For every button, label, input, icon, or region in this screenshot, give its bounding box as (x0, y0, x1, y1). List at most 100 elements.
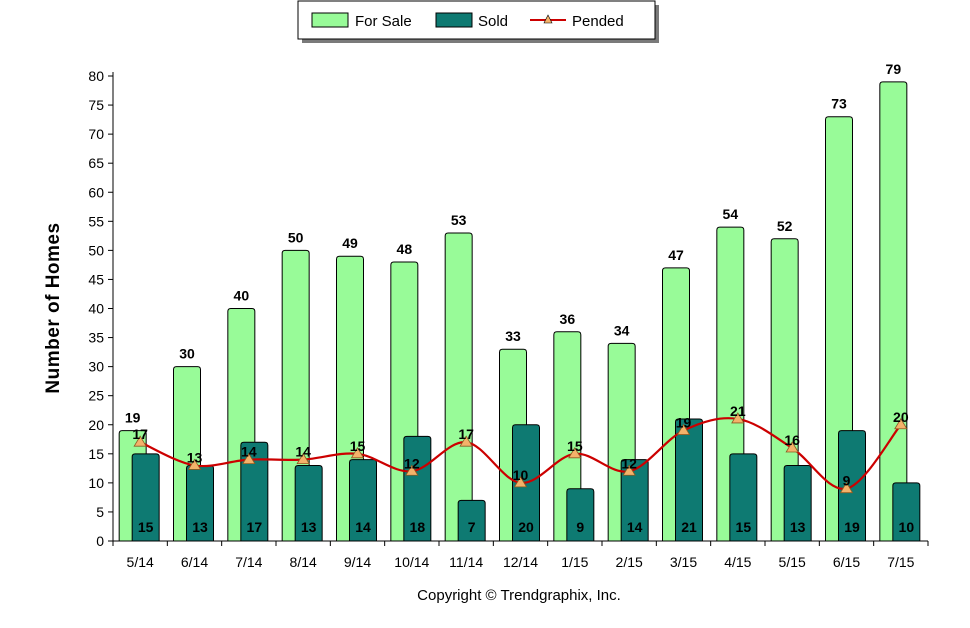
for-sale-value-label: 73 (831, 96, 847, 112)
y-tick-label: 65 (88, 155, 104, 171)
sold-bar (620, 459, 649, 542)
for-sale-value-label: 52 (777, 218, 793, 234)
y-tick-label: 80 (88, 68, 104, 84)
legend-label-pended: Pended (572, 13, 624, 30)
sold-value-label: 7 (468, 519, 476, 535)
for-sale-value-label: 54 (723, 206, 739, 222)
pended-marker (676, 423, 691, 435)
sold-value-label: 15 (138, 519, 154, 535)
sold-bar (729, 453, 758, 542)
pended-line (139, 417, 902, 490)
sold-value-label: 15 (736, 519, 752, 535)
y-tick-label: 55 (88, 213, 104, 229)
y-tick-label: 75 (88, 97, 104, 113)
legend-label-sold: Sold (478, 13, 508, 30)
for-sale-value-label: 40 (234, 288, 250, 304)
x-tick-label: 7/15 (887, 554, 914, 570)
x-tick-label: 7/14 (235, 554, 262, 570)
y-tick-label: 5 (96, 504, 104, 520)
for-sale-value-label: 79 (886, 61, 902, 77)
x-tick-label: 12/14 (503, 554, 538, 570)
sold-value-label: 17 (247, 519, 263, 535)
x-tick-label: 10/14 (394, 554, 429, 570)
pended-marker (839, 481, 854, 494)
pended-value-label: 17 (458, 426, 474, 442)
for-sale-value-label: 19 (125, 410, 141, 426)
copyright-text: Copyright © Trendgraphix, Inc. (417, 587, 621, 604)
for-sale-value-label: 36 (560, 311, 576, 327)
legend-box (297, 0, 656, 40)
pended-value-label: 16 (784, 432, 800, 448)
pended-value-label: 21 (730, 403, 746, 419)
pended-marker (785, 441, 799, 453)
pended-value-label: 15 (350, 438, 366, 454)
y-axis-label: Number of Homes (43, 222, 64, 393)
for-sale-value-label: 30 (179, 346, 195, 362)
y-tick-label: 25 (88, 388, 104, 404)
y-tick-label: 15 (88, 446, 104, 462)
x-tick-label: 6/14 (181, 554, 208, 570)
x-tick-label: 4/15 (724, 554, 751, 570)
y-axis: 0 5 10 15 20 25 30 35 40 45 50 55 60 65 70 75 80 (88, 68, 113, 549)
pended-marker (622, 464, 636, 476)
sold-value-label: 20 (518, 519, 534, 535)
x-tick-label: 8/14 (290, 554, 317, 570)
sold-value-label: 13 (192, 519, 208, 535)
x-tick-label: 3/15 (670, 554, 697, 570)
pended-value-label: 12 (404, 455, 420, 471)
sold-bar (403, 435, 432, 542)
pended-marker (187, 458, 202, 470)
legend-swatch-for-sale (311, 12, 349, 28)
for-sale-value-label: 34 (614, 322, 630, 338)
sold-bar (131, 453, 160, 542)
x-tick-label: 6/15 (833, 554, 860, 570)
pended-marker (133, 435, 147, 447)
sold-value-label: 21 (681, 519, 697, 535)
pended-value-label: 15 (567, 438, 583, 454)
pended-value-label: 14 (295, 444, 311, 460)
sold-bar (675, 418, 703, 542)
sold-value-label: 13 (301, 519, 317, 535)
pended-value-label: 19 (676, 415, 692, 431)
y-tick-label: 30 (88, 359, 104, 375)
sold-bar (240, 441, 269, 542)
for-sale-value-label: 53 (451, 212, 467, 228)
data-labels: 19 15 17 30 13 13 40 17 14 50 13 14 49 14 15 48 18 12 53 7 1… (125, 61, 914, 535)
pended-line-series (133, 412, 908, 494)
pended-marker (513, 476, 528, 488)
pended-marker (350, 447, 365, 459)
y-tick-label: 60 (88, 184, 104, 200)
pended-value-label: 13 (187, 449, 203, 465)
for-sale-value-label: 49 (342, 235, 358, 251)
x-tick-label: 5/14 (127, 554, 154, 570)
y-tick-label: 70 (88, 126, 104, 142)
y-tick-label: 10 (88, 475, 104, 491)
sold-value-label: 9 (576, 519, 584, 535)
pended-value-label: 12 (621, 455, 637, 471)
sold-bar (457, 499, 486, 542)
pended-marker (296, 452, 310, 465)
y-tick-label: 35 (88, 330, 104, 346)
sold-value-label: 13 (790, 519, 806, 535)
sold-value-label: 19 (844, 519, 860, 535)
x-tick-label: 1/15 (561, 554, 588, 570)
sold-bar (783, 464, 812, 542)
for-sale-value-label: 47 (668, 247, 684, 263)
for-sale-bar (444, 232, 473, 542)
axes (112, 72, 928, 542)
pended-marker (405, 464, 419, 476)
sold-bar (892, 482, 921, 542)
x-tick-label: 2/15 (616, 554, 643, 570)
pended-marker (459, 435, 473, 447)
for-sale-value-label: 50 (288, 229, 304, 245)
x-tick-label: 5/15 (779, 554, 806, 570)
pended-marker (731, 412, 745, 424)
pended-marker (568, 447, 582, 459)
pended-value-label: 14 (241, 444, 257, 460)
x-axis: 5/14 6/14 7/14 8/14 9/14 10/14 11/14 12/14 1/15 2… (112, 541, 929, 570)
pended-value-label: 17 (132, 426, 148, 442)
legend-label-for-sale: For Sale (355, 13, 412, 30)
sold-value-label: 18 (410, 519, 426, 535)
pended-value-label: 10 (513, 467, 529, 483)
